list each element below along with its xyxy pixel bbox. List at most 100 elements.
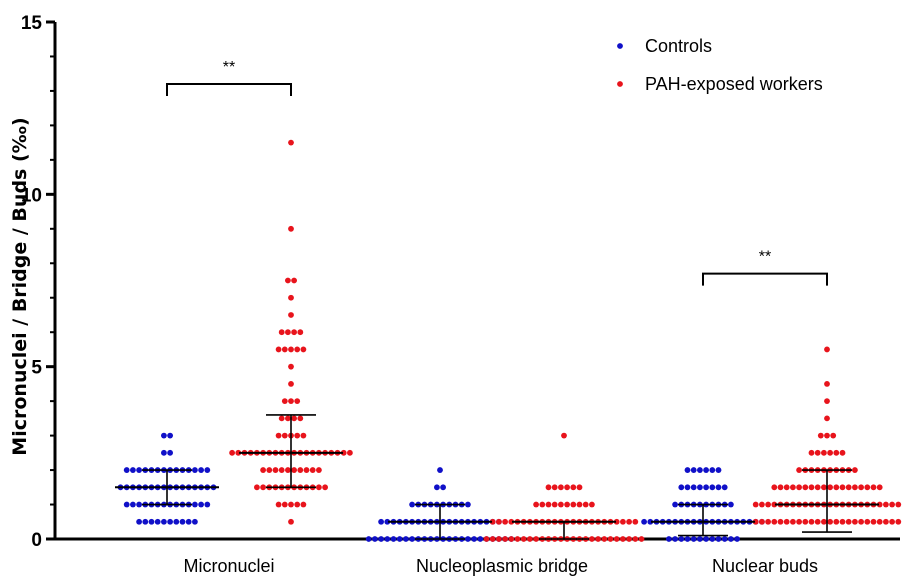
y-tick-label: 0 bbox=[31, 530, 42, 551]
data-point bbox=[496, 518, 502, 525]
data-point bbox=[489, 518, 496, 525]
data-point bbox=[684, 484, 691, 491]
data-point bbox=[278, 467, 285, 473]
data-point bbox=[715, 536, 722, 542]
data-point bbox=[564, 501, 570, 508]
data-point bbox=[641, 518, 647, 525]
y-tick-label: 5 bbox=[31, 358, 42, 379]
data-point bbox=[297, 415, 304, 422]
data-point bbox=[783, 484, 790, 491]
x-category-label: Nuclear buds bbox=[712, 556, 818, 576]
data-point bbox=[561, 432, 567, 439]
data-point bbox=[260, 484, 266, 491]
data-point bbox=[895, 518, 902, 525]
data-point bbox=[852, 467, 858, 473]
data-point bbox=[684, 536, 691, 542]
data-point bbox=[272, 467, 279, 473]
data-point bbox=[796, 484, 802, 491]
data-point bbox=[839, 449, 846, 456]
data-point bbox=[288, 381, 294, 387]
data-point bbox=[771, 518, 778, 525]
data-point bbox=[595, 536, 601, 542]
mean-sd-bars bbox=[115, 414, 879, 540]
data-point bbox=[204, 501, 211, 508]
data-point bbox=[136, 518, 143, 525]
data-points bbox=[117, 139, 902, 542]
data-point bbox=[709, 536, 716, 542]
data-point bbox=[372, 536, 378, 542]
data-point bbox=[864, 518, 871, 525]
data-point bbox=[254, 484, 260, 491]
data-point bbox=[316, 467, 322, 473]
data-point bbox=[384, 518, 391, 525]
data-point bbox=[613, 536, 620, 542]
data-point bbox=[275, 432, 282, 439]
data-point bbox=[558, 501, 564, 508]
data-point bbox=[288, 518, 294, 525]
data-point bbox=[167, 518, 174, 525]
data-point bbox=[777, 484, 784, 491]
data-point bbox=[483, 536, 490, 542]
data-point bbox=[545, 484, 552, 491]
data-point bbox=[790, 518, 796, 525]
data-point bbox=[198, 501, 205, 508]
data-point bbox=[564, 484, 570, 491]
data-point bbox=[721, 536, 728, 542]
data-point bbox=[678, 536, 685, 542]
data-point bbox=[783, 518, 790, 525]
data-point bbox=[365, 536, 372, 542]
data-point bbox=[824, 381, 830, 387]
data-point bbox=[294, 398, 301, 405]
data-point bbox=[703, 484, 709, 491]
data-point bbox=[808, 449, 815, 456]
data-point bbox=[876, 484, 883, 491]
data-point bbox=[883, 518, 889, 525]
data-point bbox=[161, 449, 167, 456]
data-point bbox=[167, 449, 174, 456]
data-point bbox=[845, 484, 852, 491]
data-point bbox=[589, 501, 595, 508]
y-tick-label: 10 bbox=[21, 185, 42, 206]
data-point bbox=[833, 518, 840, 525]
data-point bbox=[154, 518, 161, 525]
data-point bbox=[192, 501, 198, 508]
data-point bbox=[192, 467, 198, 473]
data-point bbox=[300, 432, 307, 439]
data-point bbox=[814, 518, 821, 525]
legend-marker bbox=[617, 81, 623, 87]
data-point bbox=[824, 415, 830, 422]
data-point bbox=[508, 518, 515, 525]
data-point bbox=[796, 467, 802, 473]
data-point bbox=[185, 518, 192, 525]
data-point bbox=[508, 536, 515, 542]
data-point bbox=[167, 432, 174, 439]
data-point bbox=[728, 501, 734, 508]
data-point bbox=[297, 467, 304, 473]
data-point bbox=[551, 484, 558, 491]
data-point bbox=[734, 536, 740, 542]
data-point bbox=[895, 501, 902, 508]
data-point bbox=[697, 484, 703, 491]
data-point bbox=[440, 484, 446, 491]
data-point bbox=[471, 536, 477, 542]
data-point bbox=[502, 518, 508, 525]
significance-annotations: ** ** bbox=[166, 59, 828, 286]
data-point bbox=[814, 484, 821, 491]
data-point bbox=[179, 518, 186, 525]
data-point bbox=[322, 484, 328, 491]
data-point bbox=[802, 484, 809, 491]
data-point bbox=[390, 536, 397, 542]
significance-bracket bbox=[702, 272, 828, 286]
data-point bbox=[558, 484, 564, 491]
data-point bbox=[340, 449, 347, 456]
data-point bbox=[771, 484, 778, 491]
data-point bbox=[576, 484, 583, 491]
data-point bbox=[192, 518, 198, 525]
data-point bbox=[765, 501, 771, 508]
data-point bbox=[845, 518, 852, 525]
data-point bbox=[294, 432, 301, 439]
data-point bbox=[889, 501, 895, 508]
data-point bbox=[309, 467, 316, 473]
data-point bbox=[198, 467, 205, 473]
data-point bbox=[821, 484, 827, 491]
